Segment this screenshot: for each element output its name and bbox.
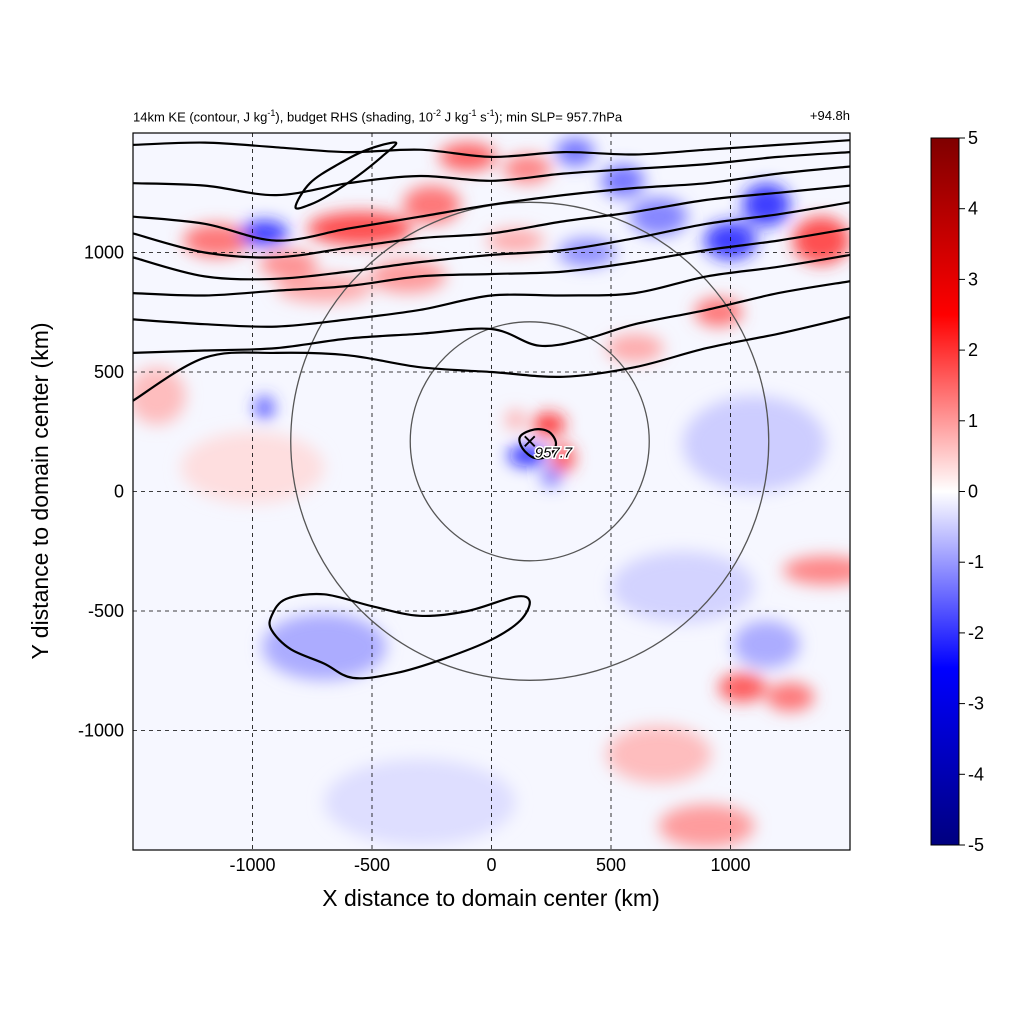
range-ring xyxy=(290,201,770,681)
ke-contour-line xyxy=(133,253,850,328)
shading-anomaly xyxy=(783,556,850,585)
ke-contour-closed xyxy=(294,141,398,210)
shading-anomaly xyxy=(508,444,547,467)
shading-anomaly xyxy=(133,367,186,425)
shading-anomaly xyxy=(486,228,545,253)
colorbar-tick-label: 3 xyxy=(968,269,978,289)
shading-anomaly xyxy=(718,673,767,702)
shading-anomaly xyxy=(551,443,576,473)
ke-contour-line xyxy=(133,184,850,259)
colorbar xyxy=(930,137,960,846)
shading-anomaly xyxy=(240,220,289,247)
ke-contour-line xyxy=(133,151,850,197)
colorbar-tick-label: -5 xyxy=(968,835,984,855)
storm-center-x-icon xyxy=(524,435,536,447)
ke-contour-line xyxy=(133,280,850,354)
y-tick-label: -500 xyxy=(88,601,124,621)
ke-contour-line xyxy=(133,227,850,297)
shading-anomaly xyxy=(630,197,688,236)
range-ring xyxy=(409,321,650,562)
shading-anomaly xyxy=(254,395,275,420)
colorbar-tick-label: 1 xyxy=(968,411,978,431)
colorbar-tick-label: 2 xyxy=(968,340,978,360)
colorbar-tick-label: -4 xyxy=(968,764,984,784)
x-tick-label: -500 xyxy=(354,855,390,875)
shading-anomaly xyxy=(606,725,712,784)
shading-anomaly xyxy=(369,259,447,294)
y-tick-label: 1000 xyxy=(84,243,124,263)
ke-contour-line xyxy=(133,165,850,242)
shading-anomaly xyxy=(606,333,664,363)
ke-contour-line xyxy=(133,315,850,402)
colorbar-tick-label: 5 xyxy=(968,128,978,148)
ke-contour-line xyxy=(133,139,850,159)
shading-anomaly xyxy=(324,759,516,846)
y-tick-label: -1000 xyxy=(78,721,124,741)
ke-contour-line xyxy=(133,201,850,281)
shading-anomaly xyxy=(611,551,755,623)
shading-anomaly xyxy=(403,185,461,224)
storm-center-marker: 957.7 xyxy=(524,435,574,463)
colorbar-tick-label: 0 xyxy=(968,482,978,502)
colorbar-tick-label: -1 xyxy=(968,552,984,572)
y-tick-label: 500 xyxy=(94,362,124,382)
y-tick-labels: -1000 -500 0 500 1000 xyxy=(78,243,124,741)
shading-anomaly xyxy=(532,412,566,437)
ke-contour-closed xyxy=(268,592,531,680)
chart-title: 14km KE (contour, J kg-1), budget RHS (s… xyxy=(133,108,623,125)
ke-contour-closed xyxy=(518,428,558,460)
shading-anomaly xyxy=(682,395,827,492)
shading-anomaly xyxy=(766,682,815,712)
shading-anomaly xyxy=(307,211,413,246)
range-rings xyxy=(290,201,770,681)
shading-anomaly xyxy=(438,142,497,172)
shading-anomaly xyxy=(742,183,791,227)
colorbar-tick-labels: 5 4 3 2 1 0 -1 -2 -3 -4 -5 xyxy=(959,128,984,855)
shading-anomaly xyxy=(505,410,525,430)
shading-anomaly xyxy=(180,431,325,504)
x-axis-label: X distance to domain center (km) xyxy=(322,885,659,911)
shading-anomaly xyxy=(658,804,755,848)
colorbar-tick-label: -3 xyxy=(968,694,984,714)
plot-frame xyxy=(132,132,851,851)
colorbar-tick-label: -2 xyxy=(968,623,984,643)
x-tick-label: -1000 xyxy=(229,855,275,875)
x-tick-label: 500 xyxy=(596,855,626,875)
forecast-time-label: +94.8h xyxy=(809,108,850,123)
x-tick-label: 0 xyxy=(486,855,496,875)
shading-anomaly xyxy=(732,620,800,669)
ke-contours xyxy=(133,139,850,680)
y-axis-label: Y distance to domain center (km) xyxy=(27,322,53,659)
x-tick-label: 1000 xyxy=(710,855,750,875)
shading-anomaly xyxy=(541,467,561,487)
x-tick-labels: -1000 -500 0 500 1000 xyxy=(229,855,750,875)
shading-anomaly xyxy=(262,613,387,681)
min-slp-label: 957.7 xyxy=(535,444,573,461)
y-tick-label: 0 xyxy=(114,482,124,502)
colorbar-tick-label: 4 xyxy=(968,199,978,219)
